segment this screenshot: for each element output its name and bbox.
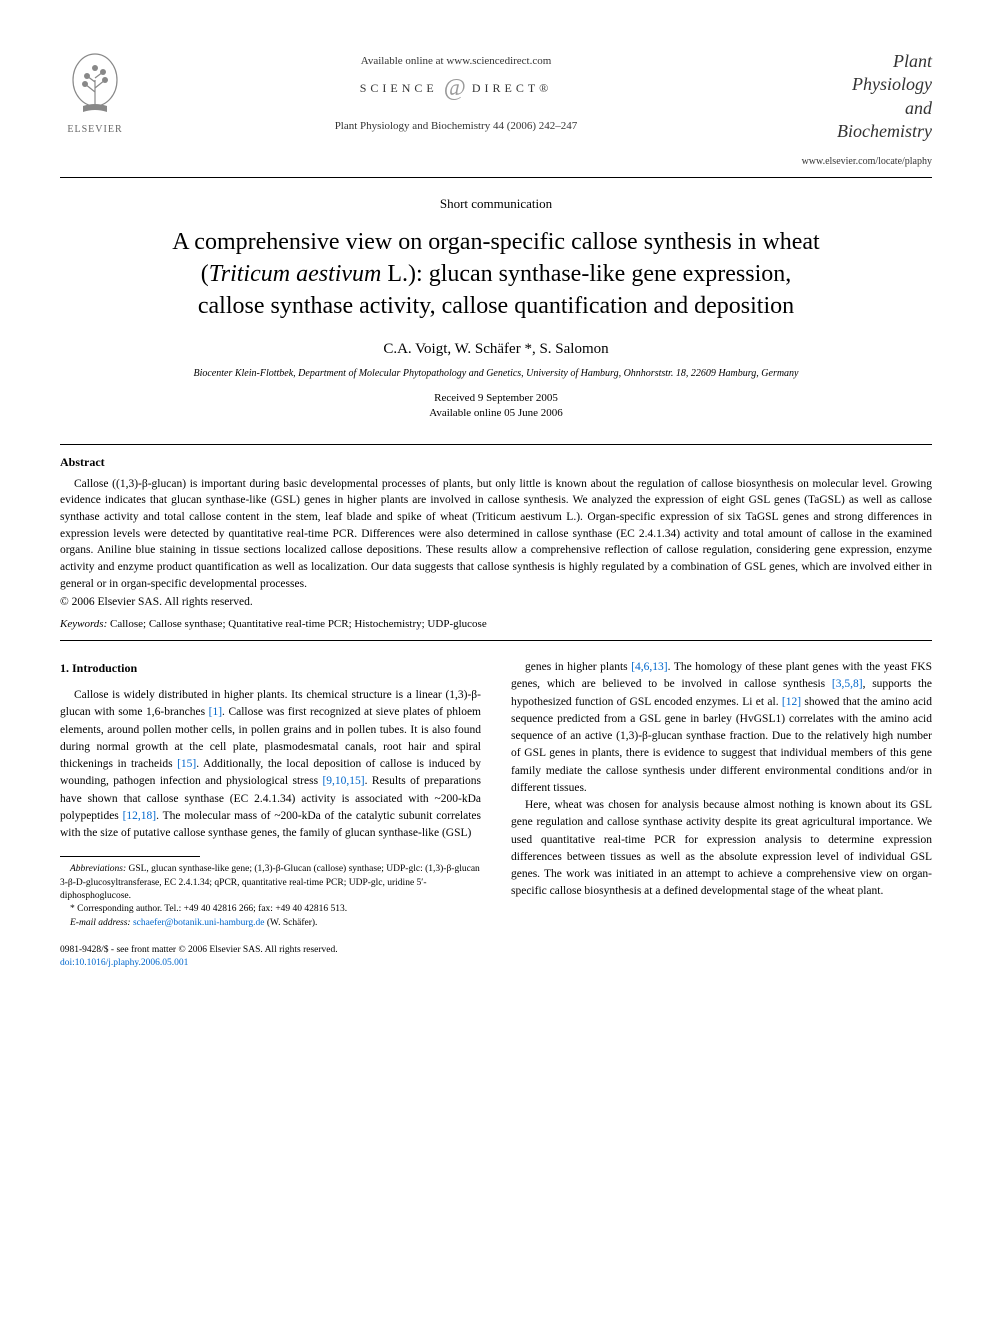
pre-abstract-rule (60, 444, 932, 445)
header-rule (60, 177, 932, 178)
available-date: Available online 05 June 2006 (429, 407, 563, 419)
article-title: A comprehensive view on organ-specific c… (80, 226, 912, 323)
journal-citation: Plant Physiology and Biochemistry 44 (20… (130, 120, 782, 132)
journal-url: www.elsevier.com/locate/plaphy (782, 156, 932, 167)
page-footer: 0981-9428/$ - see front matter © 2006 El… (60, 944, 481, 971)
title-line-2-pre: ( (201, 261, 209, 287)
article-dates: Received 9 September 2005 Available onli… (60, 391, 932, 422)
abstract-heading: Abstract (60, 455, 932, 470)
intro-paragraph-1: Callose is widely distributed in higher … (60, 687, 481, 842)
doi-link[interactable]: doi:10.1016/j.plaphy.2006.05.001 (60, 957, 481, 970)
keywords-text: Callose; Callose synthase; Quantitative … (107, 618, 486, 630)
title-species: Triticum aestivum (209, 261, 382, 287)
abstract-copyright: © 2006 Elsevier SAS. All rights reserved… (60, 596, 932, 608)
journal-name-1: Plant (782, 50, 932, 73)
citation-ref[interactable]: [3,5,8] (832, 678, 863, 690)
footnote-rule (60, 856, 200, 857)
header-row: ELSEVIER Available online at www.science… (60, 50, 932, 167)
citation-ref[interactable]: [15] (177, 758, 196, 770)
header-center: Available online at www.sciencedirect.co… (130, 50, 782, 132)
publisher-logo: ELSEVIER (60, 50, 130, 135)
article-type: Short communication (60, 196, 932, 212)
intro-heading: 1. Introduction (60, 659, 481, 677)
title-line-2-post: L.): glucan synthase-like gene expressio… (381, 261, 791, 287)
title-line-1: A comprehensive view on organ-specific c… (172, 229, 819, 255)
received-date: Received 9 September 2005 (434, 392, 558, 404)
sd-left: SCIENCE (360, 81, 438, 96)
footnotes: Abbreviations: GSL, glucan synthase-like… (60, 863, 481, 929)
column-left: 1. Introduction Callose is widely distri… (60, 659, 481, 970)
email-footnote: E-mail address: schaefer@botanik.uni-ham… (60, 917, 481, 930)
column-right: genes in higher plants [4,6,13]. The hom… (511, 659, 932, 970)
authors: C.A. Voigt, W. Schäfer *, S. Salomon (60, 341, 932, 358)
publisher-name: ELSEVIER (60, 124, 130, 135)
elsevier-tree-icon (65, 50, 125, 120)
sd-at-icon: @ (444, 75, 466, 102)
intro-paragraph-cont: genes in higher plants [4,6,13]. The hom… (511, 659, 932, 797)
post-abstract-rule (60, 640, 932, 641)
sd-right: DIRECT® (472, 81, 552, 96)
journal-name-2: Physiology (782, 73, 932, 96)
citation-ref[interactable]: [9,10,15] (322, 775, 364, 787)
available-online-text: Available online at www.sciencedirect.co… (130, 55, 782, 67)
citation-ref[interactable]: [12,18] (123, 810, 157, 822)
abbreviations-footnote: Abbreviations: GSL, glucan synthase-like… (60, 863, 481, 903)
journal-name-box: Plant Physiology and Biochemistry www.el… (782, 50, 932, 167)
corresponding-author-footnote: * Corresponding author. Tel.: +49 40 428… (60, 903, 481, 916)
email-link[interactable]: schaefer@botanik.uni-hamburg.de (131, 918, 265, 928)
affiliation: Biocenter Klein-Flottbek, Department of … (60, 368, 932, 379)
issn-line: 0981-9428/$ - see front matter © 2006 El… (60, 944, 481, 957)
keywords: Keywords: Callose; Callose synthase; Qua… (60, 618, 932, 630)
keywords-label: Keywords: (60, 618, 107, 630)
sciencedirect-logo: SCIENCE @ DIRECT® (360, 75, 553, 102)
intro-paragraph-2: Here, wheat was chosen for analysis beca… (511, 797, 932, 901)
journal-name-4: Biochemistry (782, 120, 932, 143)
citation-ref[interactable]: [1] (209, 706, 222, 718)
title-line-3: callose synthase activity, callose quant… (198, 293, 794, 319)
journal-name-3: and (782, 97, 932, 120)
body-columns: 1. Introduction Callose is widely distri… (60, 659, 932, 970)
citation-ref[interactable]: [4,6,13] (631, 661, 667, 673)
abstract-text: Callose ((1,3)-β-glucan) is important du… (60, 476, 932, 593)
citation-ref[interactable]: [12] (782, 696, 801, 708)
